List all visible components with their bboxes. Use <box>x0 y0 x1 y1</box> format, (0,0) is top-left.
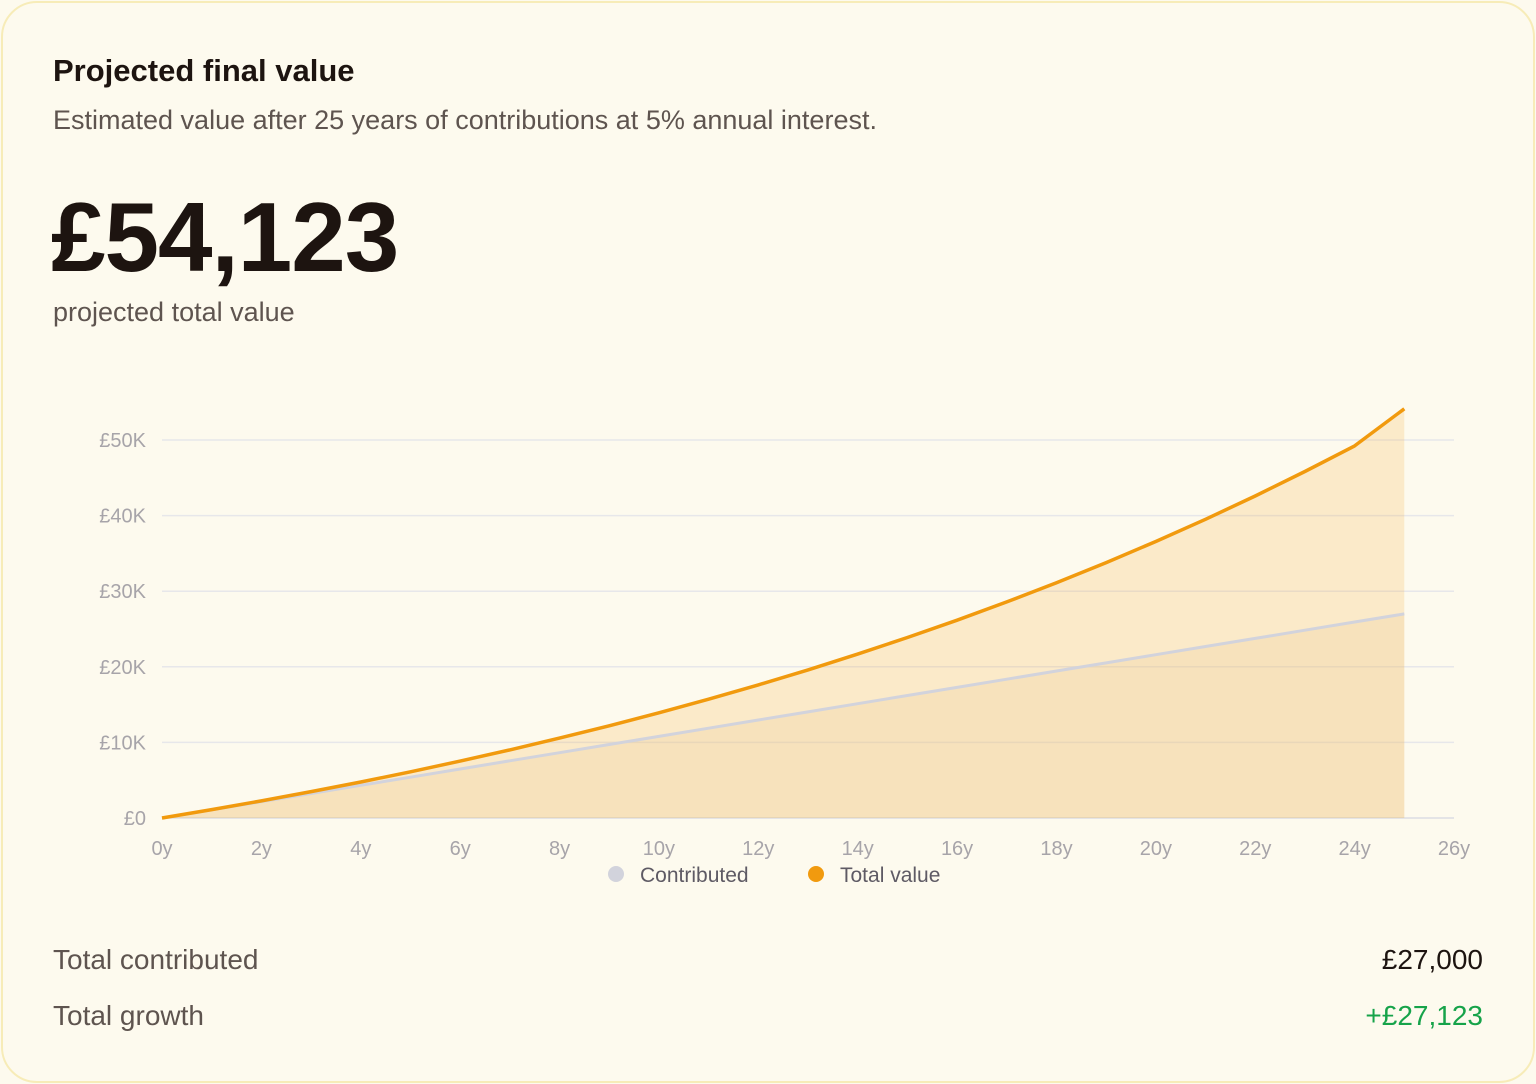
legend-total-value-swatch <box>808 866 824 882</box>
y-tick-label: £50K <box>99 430 146 452</box>
x-tick-label: 8y <box>549 838 570 860</box>
card-subtitle: Estimated value after 25 years of contri… <box>53 105 877 135</box>
y-tick-label: £40K <box>99 506 146 528</box>
total-value-area <box>162 408 1405 818</box>
projected-value: £54,123 <box>51 182 399 292</box>
y-tick-label: £0 <box>124 808 146 830</box>
legend-total-value-label: Total value <box>840 864 940 887</box>
x-tick-label: 24y <box>1338 838 1370 860</box>
x-tick-label: 26y <box>1438 838 1470 860</box>
card-title: Projected final value <box>53 53 355 88</box>
total-growth-label: Total growth <box>53 1000 204 1031</box>
total-value-line <box>161 407 1406 820</box>
legend-contributed-label: Contributed <box>640 864 749 887</box>
total-growth-value: +£27,123 <box>1365 1000 1483 1031</box>
total-contributed-label: Total contributed <box>53 944 259 975</box>
y-tick-label: £10K <box>99 732 146 754</box>
x-tick-label: 4y <box>350 838 371 860</box>
x-tick-label: 12y <box>742 838 774 860</box>
legend-contributed-swatch <box>608 866 624 882</box>
x-tick-label: 10y <box>643 838 675 860</box>
x-tick-label: 2y <box>251 838 272 860</box>
projected-value-caption: projected total value <box>53 297 295 327</box>
x-tick-label: 16y <box>941 838 973 860</box>
y-tick-label: £30K <box>99 581 146 603</box>
x-tick-label: 6y <box>450 838 471 860</box>
contributed-line <box>161 612 1405 820</box>
x-tick-label: 22y <box>1239 838 1271 860</box>
x-tick-label: 0y <box>151 838 172 860</box>
total-contributed-value: £27,000 <box>1381 944 1483 975</box>
x-tick-label: 14y <box>842 838 874 860</box>
y-tick-label: £20K <box>99 657 146 679</box>
x-tick-label: 18y <box>1040 838 1072 860</box>
x-tick-label: 20y <box>1140 838 1172 860</box>
